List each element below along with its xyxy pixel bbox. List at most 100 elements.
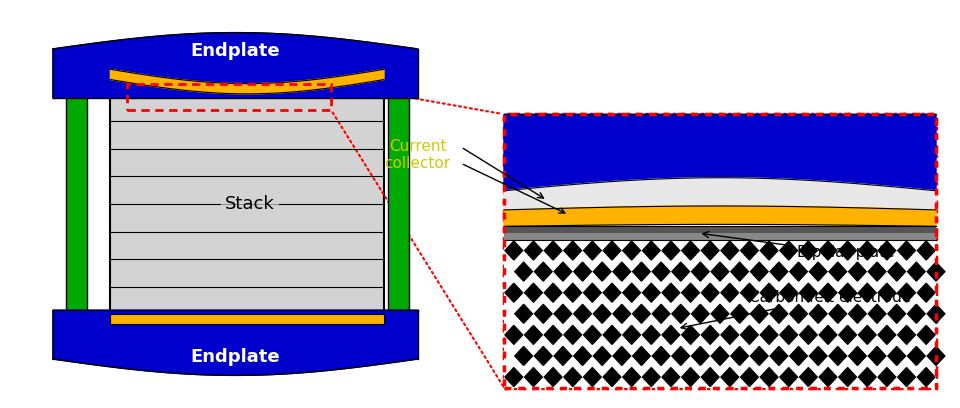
- Polygon shape: [760, 241, 778, 260]
- Polygon shape: [564, 283, 582, 302]
- Polygon shape: [524, 283, 542, 302]
- Polygon shape: [535, 346, 552, 366]
- Polygon shape: [751, 262, 768, 281]
- Polygon shape: [584, 241, 601, 260]
- Polygon shape: [593, 304, 611, 323]
- Polygon shape: [515, 262, 533, 281]
- Polygon shape: [888, 262, 905, 281]
- Polygon shape: [554, 346, 572, 366]
- Polygon shape: [888, 346, 905, 366]
- Polygon shape: [731, 346, 749, 366]
- Polygon shape: [642, 241, 660, 260]
- Polygon shape: [721, 326, 738, 344]
- Polygon shape: [819, 241, 837, 260]
- Polygon shape: [829, 304, 847, 323]
- Polygon shape: [574, 346, 591, 366]
- Polygon shape: [927, 304, 945, 323]
- Polygon shape: [819, 368, 837, 386]
- Polygon shape: [662, 326, 680, 344]
- Polygon shape: [702, 241, 719, 260]
- Polygon shape: [554, 262, 572, 281]
- Polygon shape: [584, 368, 601, 386]
- Polygon shape: [918, 326, 935, 344]
- Polygon shape: [829, 262, 847, 281]
- Polygon shape: [613, 304, 631, 323]
- Text: Endplate: Endplate: [190, 348, 280, 366]
- Polygon shape: [524, 326, 542, 344]
- Polygon shape: [800, 326, 817, 344]
- Polygon shape: [535, 262, 552, 281]
- Polygon shape: [780, 368, 798, 386]
- Polygon shape: [888, 304, 905, 323]
- Polygon shape: [505, 368, 522, 386]
- Polygon shape: [809, 304, 827, 323]
- Polygon shape: [544, 241, 562, 260]
- Polygon shape: [623, 368, 640, 386]
- Polygon shape: [702, 368, 719, 386]
- Polygon shape: [898, 326, 916, 344]
- Polygon shape: [731, 304, 749, 323]
- Polygon shape: [800, 283, 817, 302]
- Polygon shape: [564, 326, 582, 344]
- Polygon shape: [721, 283, 738, 302]
- Polygon shape: [849, 262, 866, 281]
- Polygon shape: [780, 283, 798, 302]
- Polygon shape: [839, 241, 856, 260]
- Polygon shape: [613, 262, 631, 281]
- Polygon shape: [642, 368, 660, 386]
- FancyBboxPatch shape: [110, 94, 384, 314]
- Polygon shape: [839, 368, 856, 386]
- Polygon shape: [898, 283, 916, 302]
- Text: Bipolar plate: Bipolar plate: [703, 231, 895, 260]
- Polygon shape: [918, 241, 935, 260]
- Polygon shape: [682, 368, 700, 386]
- Polygon shape: [584, 283, 601, 302]
- FancyBboxPatch shape: [504, 233, 936, 240]
- Polygon shape: [564, 368, 582, 386]
- Polygon shape: [898, 241, 916, 260]
- Polygon shape: [564, 241, 582, 260]
- Polygon shape: [790, 262, 807, 281]
- Text: Endplate: Endplate: [190, 42, 280, 60]
- Polygon shape: [918, 368, 935, 386]
- Polygon shape: [652, 262, 670, 281]
- Polygon shape: [584, 326, 601, 344]
- Polygon shape: [790, 346, 807, 366]
- Polygon shape: [731, 262, 749, 281]
- Polygon shape: [829, 346, 847, 366]
- Polygon shape: [751, 304, 768, 323]
- Polygon shape: [770, 262, 788, 281]
- Polygon shape: [878, 241, 896, 260]
- Polygon shape: [593, 346, 611, 366]
- Polygon shape: [760, 326, 778, 344]
- Polygon shape: [603, 283, 621, 302]
- Polygon shape: [839, 283, 856, 302]
- Polygon shape: [515, 304, 533, 323]
- Polygon shape: [898, 368, 916, 386]
- Polygon shape: [780, 241, 798, 260]
- Text: Current
collector: Current collector: [385, 139, 450, 171]
- Polygon shape: [740, 283, 758, 302]
- Polygon shape: [505, 241, 522, 260]
- Polygon shape: [858, 368, 876, 386]
- Polygon shape: [554, 304, 572, 323]
- Polygon shape: [623, 326, 640, 344]
- Polygon shape: [504, 114, 936, 191]
- Polygon shape: [809, 346, 827, 366]
- Polygon shape: [672, 304, 689, 323]
- Polygon shape: [593, 262, 611, 281]
- Polygon shape: [691, 346, 709, 366]
- Polygon shape: [662, 283, 680, 302]
- Polygon shape: [652, 346, 670, 366]
- Polygon shape: [110, 69, 384, 94]
- Polygon shape: [711, 262, 729, 281]
- Polygon shape: [544, 326, 562, 344]
- Polygon shape: [623, 241, 640, 260]
- Polygon shape: [574, 262, 591, 281]
- Polygon shape: [652, 304, 670, 323]
- Polygon shape: [711, 304, 729, 323]
- Polygon shape: [603, 241, 621, 260]
- Polygon shape: [760, 368, 778, 386]
- Polygon shape: [751, 346, 768, 366]
- Polygon shape: [544, 368, 562, 386]
